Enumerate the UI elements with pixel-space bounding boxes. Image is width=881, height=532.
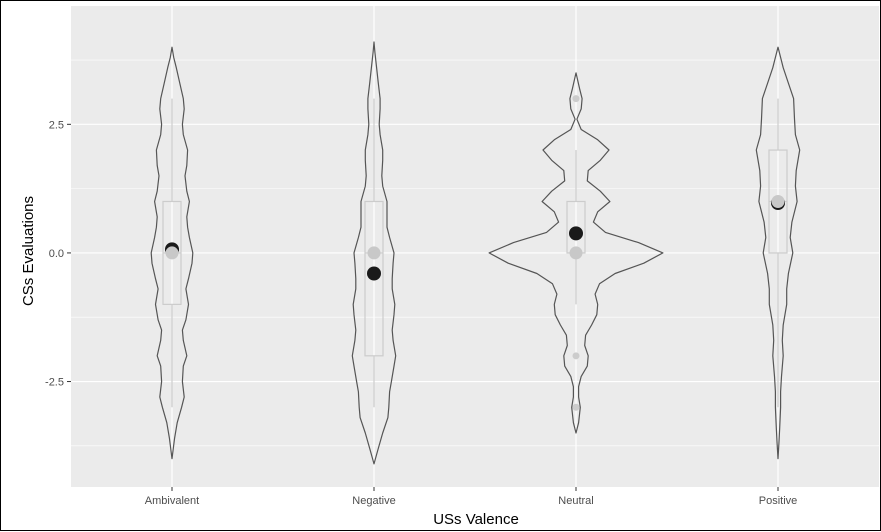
x-tick-label: Ambivalent [145,495,199,507]
y-axis-title: CSs Evaluations [20,196,37,306]
median-point [165,246,179,260]
x-axis: Ambivalent Negative Neutral Positive [145,487,797,507]
violin-group [150,46,194,460]
outlier-point [572,95,580,103]
violin-outline [351,41,397,465]
y-tick-label: 2.5 [49,119,64,131]
median-point [569,246,583,260]
violin-group [351,41,397,465]
median-point [367,246,381,260]
violin-outline [755,46,801,460]
outlier-point [572,403,580,411]
x-tick-label: Neutral [558,495,593,507]
x-tick-label: Positive [759,495,798,507]
x-axis-title: USs Valence [433,511,519,528]
plot-panel [71,6,879,487]
x-tick-label: Negative [352,495,395,507]
violin-outline [488,72,664,434]
y-tick-label: 0.0 [49,248,64,260]
grid-minor [71,59,879,447]
median-point [771,194,785,208]
box-iqr [364,200,384,357]
violin-group [755,46,801,460]
mean-point [367,266,381,281]
violin-group [488,72,664,434]
mean-point [569,226,583,241]
y-axis: -2.5 0.0 2.5 [45,119,71,389]
y-tick-label: -2.5 [45,377,64,389]
outlier-point [572,352,580,360]
violin-outline [150,46,194,460]
violins [150,41,801,465]
